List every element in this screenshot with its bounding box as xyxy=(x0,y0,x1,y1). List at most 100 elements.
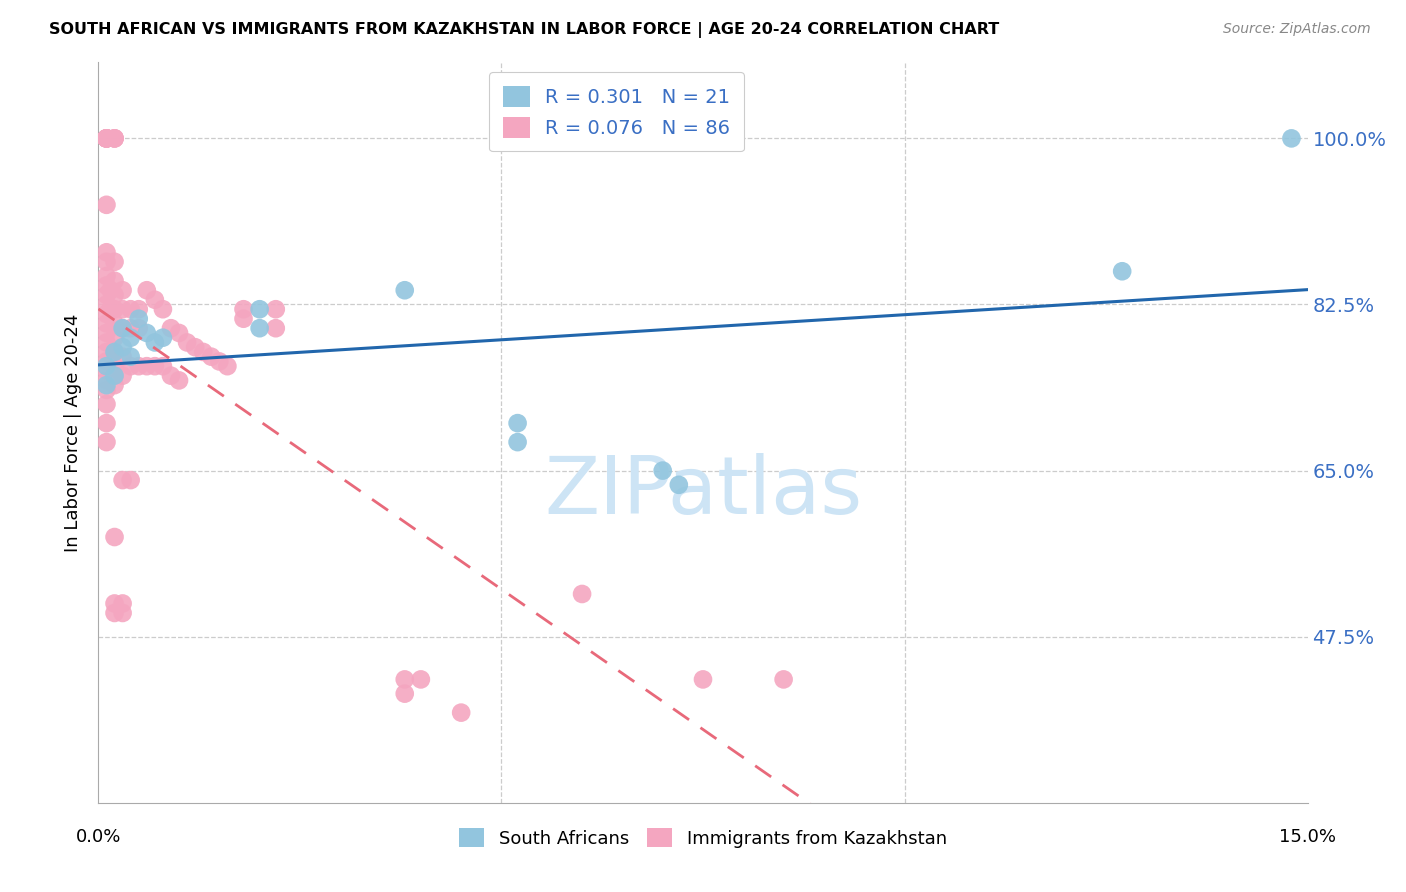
Point xyxy=(217,359,239,374)
Point xyxy=(96,268,118,283)
Point xyxy=(96,278,118,293)
Point xyxy=(103,131,125,145)
Point xyxy=(96,297,118,311)
Point xyxy=(96,373,118,387)
Point xyxy=(111,321,134,335)
Point xyxy=(103,368,125,383)
Point xyxy=(96,435,118,450)
Point xyxy=(167,326,190,340)
Point xyxy=(120,350,142,364)
Point xyxy=(120,331,142,345)
Point xyxy=(96,317,118,331)
Point xyxy=(103,288,125,302)
Point xyxy=(111,368,134,383)
Point xyxy=(96,354,118,368)
Point xyxy=(111,606,134,620)
Point xyxy=(772,673,794,687)
Point xyxy=(167,373,190,387)
Point xyxy=(128,359,150,374)
Point xyxy=(96,254,118,268)
Point xyxy=(103,302,125,317)
Point xyxy=(1111,264,1133,278)
Legend: South Africans, Immigrants from Kazakhstan: South Africans, Immigrants from Kazakhst… xyxy=(450,819,956,856)
Point xyxy=(692,673,714,687)
Point xyxy=(264,321,287,335)
Point xyxy=(103,254,125,268)
Point xyxy=(96,416,118,430)
Point xyxy=(96,131,118,145)
Point xyxy=(176,335,198,350)
Text: ZIPatlas: ZIPatlas xyxy=(544,453,862,531)
Text: 15.0%: 15.0% xyxy=(1279,828,1336,846)
Point xyxy=(103,331,125,345)
Point xyxy=(120,473,142,487)
Point xyxy=(96,345,118,359)
Point xyxy=(120,321,142,335)
Point xyxy=(111,302,134,317)
Point xyxy=(135,326,157,340)
Point xyxy=(160,368,183,383)
Point xyxy=(409,673,432,687)
Point xyxy=(249,302,271,317)
Point xyxy=(96,198,118,212)
Point xyxy=(103,606,125,620)
Point xyxy=(96,131,118,145)
Point xyxy=(160,321,183,335)
Point xyxy=(103,378,125,392)
Point xyxy=(96,378,118,392)
Point xyxy=(506,416,529,430)
Point xyxy=(394,687,416,701)
Point xyxy=(111,340,134,354)
Point xyxy=(103,317,125,331)
Point xyxy=(103,274,125,288)
Text: Source: ZipAtlas.com: Source: ZipAtlas.com xyxy=(1223,22,1371,37)
Point xyxy=(100,302,122,317)
Point xyxy=(96,245,118,260)
Point xyxy=(651,464,673,478)
Point xyxy=(103,597,125,611)
Point xyxy=(1281,131,1303,145)
Point xyxy=(111,473,134,487)
Point xyxy=(111,350,134,364)
Point xyxy=(103,368,125,383)
Point xyxy=(193,345,215,359)
Point xyxy=(135,359,157,374)
Point xyxy=(111,321,134,335)
Point xyxy=(96,383,118,397)
Point xyxy=(96,335,118,350)
Point xyxy=(264,302,287,317)
Point xyxy=(249,321,271,335)
Point xyxy=(128,311,150,326)
Point xyxy=(96,307,118,321)
Point xyxy=(103,530,125,544)
Point xyxy=(450,706,472,720)
Point xyxy=(135,283,157,297)
Point xyxy=(96,131,118,145)
Point xyxy=(111,597,134,611)
Point xyxy=(96,131,118,145)
Point xyxy=(111,283,134,297)
Point xyxy=(96,397,118,411)
Point xyxy=(152,331,174,345)
Point xyxy=(120,302,142,317)
Point xyxy=(103,345,125,359)
Point xyxy=(103,359,125,374)
Point xyxy=(152,302,174,317)
Y-axis label: In Labor Force | Age 20-24: In Labor Force | Age 20-24 xyxy=(65,313,83,552)
Point xyxy=(128,321,150,335)
Point xyxy=(100,283,122,297)
Point xyxy=(394,283,416,297)
Point xyxy=(152,359,174,374)
Point xyxy=(96,131,118,145)
Text: SOUTH AFRICAN VS IMMIGRANTS FROM KAZAKHSTAN IN LABOR FORCE | AGE 20-24 CORRELATI: SOUTH AFRICAN VS IMMIGRANTS FROM KAZAKHS… xyxy=(49,22,1000,38)
Point xyxy=(120,359,142,374)
Point xyxy=(143,359,166,374)
Point xyxy=(96,364,118,378)
Point xyxy=(96,131,118,145)
Point xyxy=(232,302,254,317)
Point xyxy=(96,326,118,340)
Point xyxy=(96,359,118,374)
Point xyxy=(571,587,593,601)
Point xyxy=(232,311,254,326)
Point xyxy=(668,478,690,492)
